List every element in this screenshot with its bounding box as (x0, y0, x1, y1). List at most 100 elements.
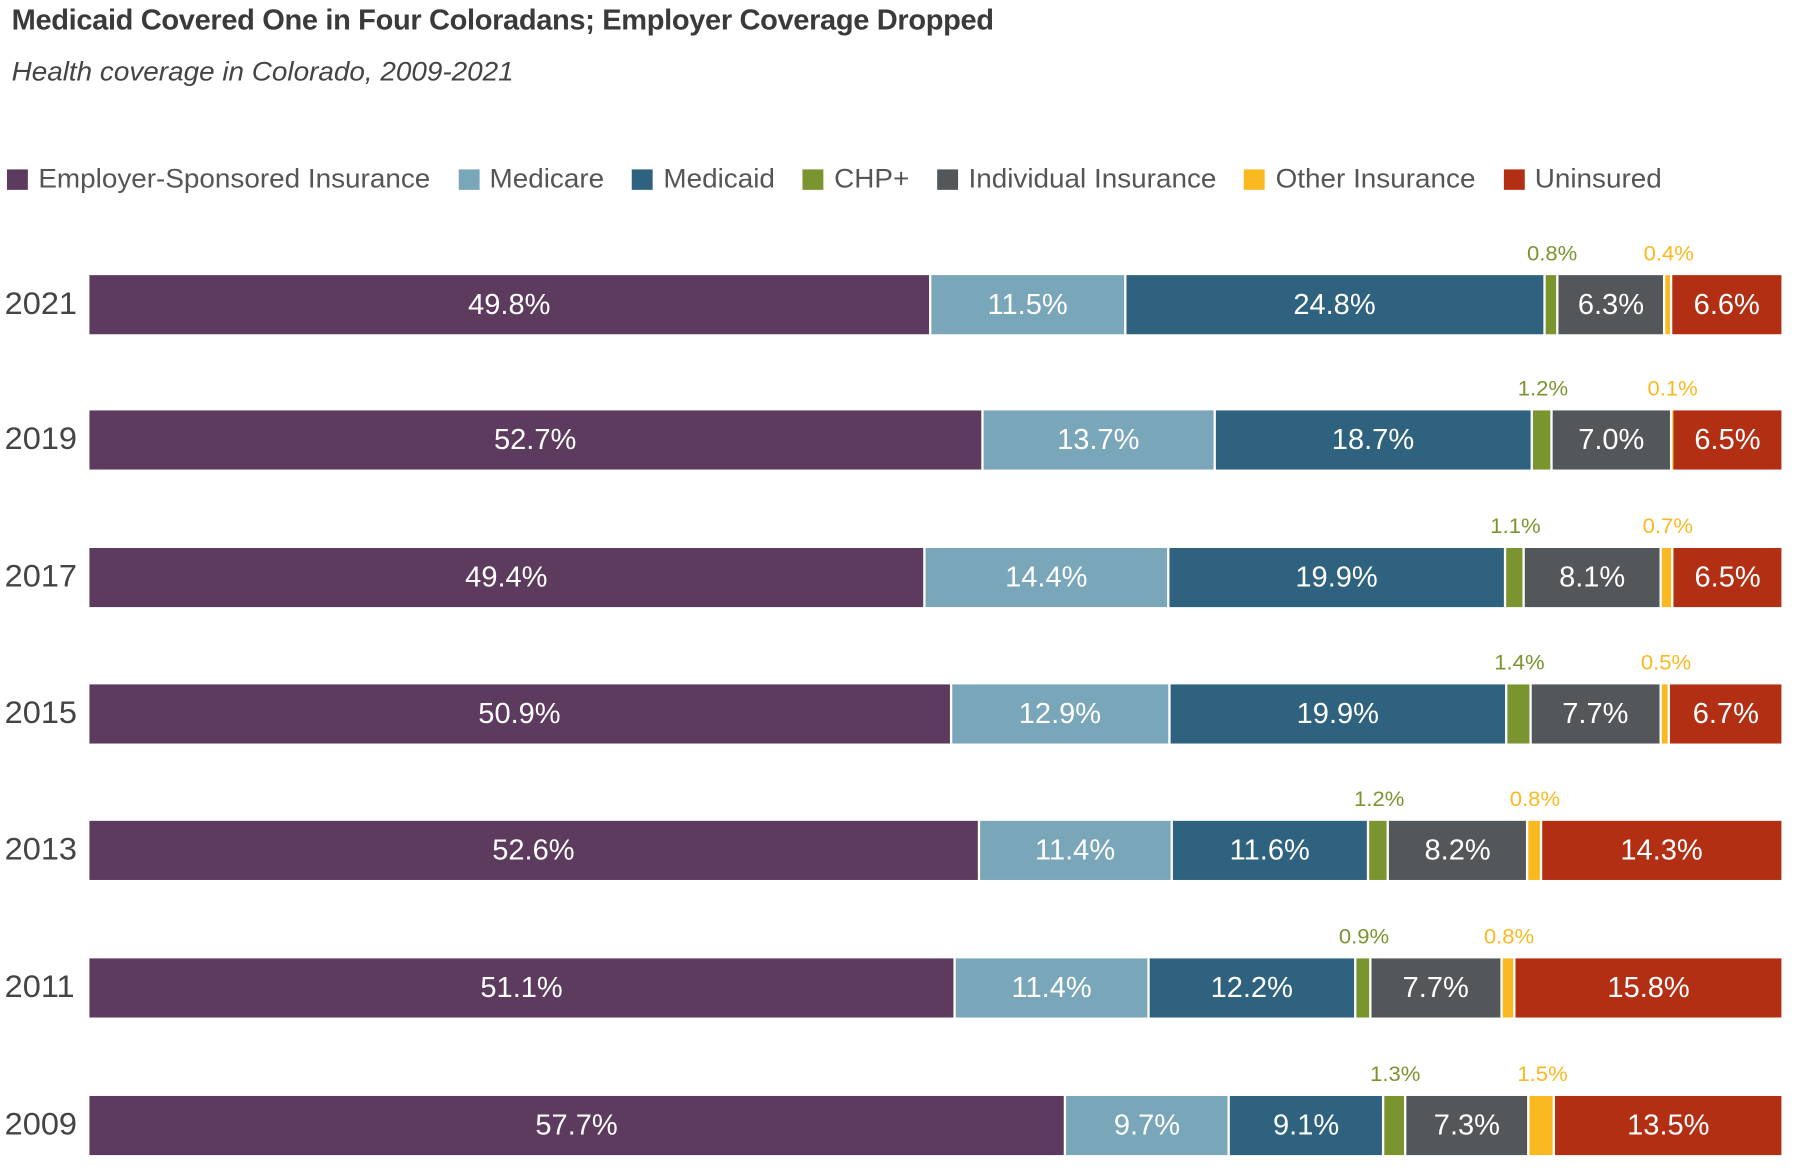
bar-segment (1671, 410, 1674, 470)
bar-segment: 49.8% (89, 275, 930, 335)
bar-segment: 51.1% (89, 958, 954, 1018)
data-label: 0.1% (1647, 377, 1698, 402)
legend-swatch (1244, 169, 1266, 190)
bar-segment: 52.7% (89, 410, 981, 470)
year-label: 2015 (4, 694, 77, 730)
bar-segment: 6.6% (1672, 275, 1782, 335)
bar-segment: 57.7% (89, 1095, 1064, 1156)
data-label: 1.4% (1494, 651, 1545, 676)
bar-segment (1356, 958, 1370, 1018)
bar-segment (1661, 684, 1668, 744)
data-label: 49.8% (468, 288, 551, 321)
data-label: 52.6% (492, 833, 575, 866)
legend-swatch (632, 169, 653, 190)
data-label: 1.3% (1370, 1063, 1421, 1087)
data-label: 6.7% (1692, 697, 1759, 730)
bar-segment: 11.5% (931, 275, 1124, 335)
chart-subtitle: Health coverage in Colorado, 2009-2021 (11, 56, 514, 88)
legend: Employer-Sponsored Insurance Medicare Medi… (6, 163, 1690, 196)
bar-segment: 15.8% (1515, 958, 1782, 1018)
bar-segment: 11.4% (979, 820, 1171, 880)
legend-label: Medicare (489, 163, 605, 195)
legend-item: Other Insurance (1244, 164, 1475, 196)
bar-segment: 7.7% (1371, 958, 1500, 1018)
bar-segment (1528, 820, 1540, 880)
legend-swatch (1503, 169, 1525, 190)
bar-segment: 9.7% (1066, 1095, 1228, 1156)
bar-segment: 13.7% (983, 410, 1214, 470)
bar-segment: 52.6% (89, 820, 978, 880)
data-label: 8.2% (1424, 833, 1491, 866)
bar-segment: 7.0% (1553, 410, 1670, 470)
data-label: 13.7% (1057, 423, 1140, 456)
data-label: 1.2% (1517, 377, 1569, 402)
data-label: 12.2% (1210, 971, 1293, 1004)
data-label: 0.4% (1643, 242, 1694, 267)
data-label: 7.7% (1562, 697, 1629, 730)
legend-swatch (802, 169, 824, 190)
data-label: 1.5% (1517, 1063, 1568, 1087)
data-label: 0.9% (1338, 925, 1390, 950)
year-label: 2013 (4, 831, 77, 867)
bar-segment: 6.5% (1673, 410, 1782, 470)
data-label: 6.5% (1694, 423, 1761, 456)
legend-swatch (937, 169, 959, 190)
data-label: 51.1% (480, 971, 563, 1004)
legend-label: CHP+ (834, 163, 910, 195)
bar-segment (1529, 1095, 1553, 1156)
data-label: 19.9% (1296, 697, 1379, 730)
bar-segment: 6.5% (1673, 547, 1782, 608)
year-label: 2011 (4, 968, 75, 1004)
data-label: 18.7% (1331, 423, 1415, 456)
data-label: 6.5% (1694, 561, 1761, 593)
bar-segment: 12.9% (951, 684, 1169, 744)
year-label: 2021 (4, 285, 77, 321)
bar-segment (1384, 1095, 1404, 1156)
data-label: 13.5% (1627, 1109, 1710, 1141)
data-label: 0.8% (1509, 787, 1561, 812)
data-label: 0.7% (1642, 515, 1693, 539)
legend-label: Medicaid (663, 163, 775, 195)
data-label: 7.3% (1433, 1109, 1500, 1141)
legend-label: Other Insurance (1275, 163, 1476, 195)
year-label: 2009 (4, 1106, 77, 1142)
data-label: 11.5% (987, 288, 1068, 321)
data-label: 50.9% (478, 697, 561, 730)
bar-segment: 24.8% (1125, 275, 1544, 335)
data-label: 14.4% (1005, 561, 1088, 593)
data-label: 14.3% (1620, 833, 1703, 866)
legend-item: Uninsured (1503, 164, 1662, 196)
legend-item: CHP+ (802, 163, 910, 196)
data-label: 6.3% (1577, 288, 1645, 321)
bar-segment: 19.9% (1170, 684, 1506, 744)
bar-segment (1665, 275, 1670, 335)
data-label: 0.8% (1483, 925, 1535, 950)
data-label: 0.8% (1526, 242, 1578, 267)
data-label: 11.4% (1034, 833, 1116, 866)
bar-segment: 9.1% (1230, 1095, 1382, 1156)
bar-segment: 8.1% (1524, 547, 1660, 608)
data-label: 11.4% (1011, 971, 1092, 1004)
year-label: 2017 (4, 558, 77, 594)
bar-segment: 8.2% (1389, 820, 1526, 880)
bar-segment: 49.4% (89, 547, 924, 608)
bar-segment: 13.5% (1555, 1095, 1782, 1156)
legend-item: Individual Insurance (937, 164, 1216, 196)
data-label: 15.8% (1607, 971, 1690, 1004)
chart-title: Medicaid Covered One in Four Coloradans;… (11, 4, 994, 37)
legend-item: Medicaid (632, 164, 775, 196)
bar-segment (1661, 547, 1672, 608)
data-label: 49.4% (465, 561, 548, 593)
bar-segment: 11.4% (956, 958, 1148, 1018)
data-label: 24.8% (1293, 288, 1376, 321)
data-label: 8.1% (1559, 561, 1626, 593)
data-label: 11.6% (1229, 833, 1310, 866)
data-label: 19.9% (1295, 561, 1378, 593)
legend-swatch (458, 169, 480, 190)
bar-segment: 11.6% (1172, 820, 1367, 880)
legend-item: Employer-Sponsored Insurance (6, 164, 430, 196)
bar-segment (1532, 410, 1551, 470)
bar-segment: 19.9% (1169, 547, 1504, 608)
legend-swatch (6, 169, 28, 190)
bar-segment (1369, 820, 1388, 880)
